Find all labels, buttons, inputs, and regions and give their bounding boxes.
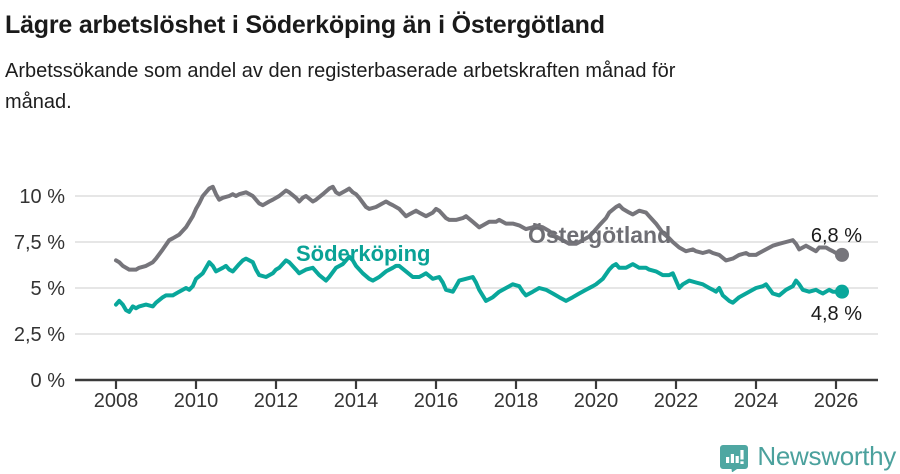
line-chart-svg: 0 % 2,5 % 5 % 7,5 % 10 % 2008 2010 2012 2014 201…	[14, 184, 878, 412]
line-chart: 0 % 2,5 % 5 % 7,5 % 10 % 2008 2010 2012 2014 201…	[0, 168, 900, 420]
end-value-label-soderkoping: 4,8 %	[811, 303, 862, 325]
x-tick-label: 2024	[734, 390, 779, 412]
x-tick-label: 2022	[654, 390, 699, 412]
x-tick-label: 2012	[254, 390, 299, 412]
newsworthy-logo: Newsworthy	[719, 441, 896, 472]
x-axis: 2008 2010 2012 2014 2016 2018 2020 2022 2024 2026	[94, 380, 859, 412]
newsworthy-wordmark: Newsworthy	[757, 441, 896, 471]
x-tick-label: 2026	[814, 390, 859, 412]
series-label-soderkoping: Söderköping	[296, 241, 430, 266]
y-tick-label: 2,5 %	[14, 324, 65, 346]
series-end-dot-soderkoping	[835, 284, 849, 299]
y-tick-label: 0 %	[31, 370, 66, 392]
x-tick-label: 2008	[94, 390, 139, 412]
chart-subtitle: Arbetssökande som andel av den registerb…	[5, 60, 676, 113]
y-axis-labels: 0 % 2,5 % 5 % 7,5 % 10 %	[14, 186, 65, 392]
chart-header: Lägre arbetslöshet i Söderköping än i Ös…	[0, 0, 900, 118]
series-lines	[114, 184, 849, 314]
page-title: Lägre arbetslöshet i Söderköping än i Ös…	[5, 11, 605, 39]
y-tick-label: 5 %	[31, 278, 66, 300]
newsworthy-logo-icon	[720, 444, 749, 472]
x-tick-label: 2014	[334, 390, 379, 412]
end-value-label-ostergotland: 6,8 %	[811, 225, 862, 247]
x-tick-label: 2010	[174, 390, 219, 412]
series-label-ostergotland: Östergötland	[528, 222, 671, 248]
x-tick-label: 2018	[494, 390, 539, 412]
x-tick-label: 2020	[574, 390, 619, 412]
series-line-ostergotland	[114, 184, 844, 272]
logo-bar-chart-glyph	[726, 449, 745, 464]
y-tick-label: 7,5 %	[14, 232, 65, 254]
y-tick-label: 10 %	[19, 186, 65, 208]
x-tick-label: 2016	[414, 390, 459, 412]
series-end-dot-ostergotland	[835, 247, 849, 262]
series-line-soderkoping	[114, 254, 844, 314]
